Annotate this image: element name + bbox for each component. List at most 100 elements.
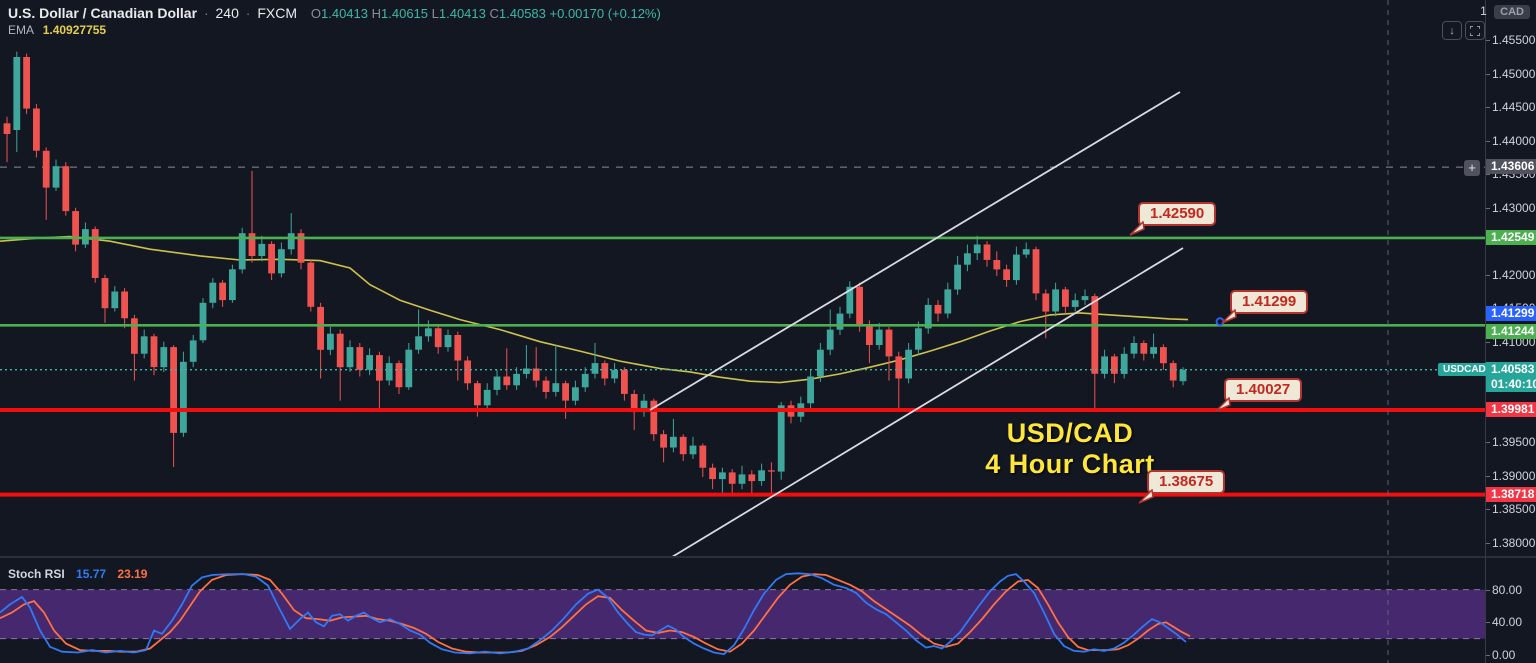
candle <box>964 253 971 265</box>
candle <box>52 166 60 188</box>
candle <box>562 383 569 401</box>
axis-price-badge[interactable]: 1.39981 <box>1486 401 1536 417</box>
stoch-k-line[interactable] <box>0 572 1187 656</box>
candle <box>689 445 697 455</box>
candle <box>307 262 315 307</box>
candle <box>346 347 354 368</box>
candle <box>434 328 442 348</box>
price-callout-1.42590[interactable]: 1.42590 <box>1129 202 1217 236</box>
unit-currency-badge[interactable]: CAD <box>1494 5 1530 19</box>
callout-tail <box>1129 221 1145 236</box>
add-alert-plus-button[interactable]: + <box>1464 160 1480 176</box>
candle <box>1003 269 1010 280</box>
chart-toolbar: ↓ <box>1442 21 1485 40</box>
candle <box>817 349 824 377</box>
download-button[interactable]: ↓ <box>1442 21 1462 40</box>
axis-tick-label: 1.44000 <box>1492 133 1536 148</box>
close-key: C <box>489 6 499 21</box>
axis-tick-mark <box>1486 655 1490 656</box>
candle <box>807 376 814 404</box>
candle <box>121 291 128 319</box>
candle <box>738 474 746 484</box>
axis-price-badge[interactable]: 1.40583 <box>1486 361 1536 377</box>
axis-price-badge[interactable]: 1.41244 <box>1486 324 1536 340</box>
candle <box>973 244 981 254</box>
candle <box>3 123 11 134</box>
candle <box>1071 300 1079 307</box>
fullscreen-button[interactable] <box>1465 21 1485 40</box>
low-key: L <box>431 6 439 21</box>
candle <box>1101 356 1108 374</box>
axis-tick-label: 1.39000 <box>1492 468 1536 483</box>
ema-line[interactable] <box>0 235 1189 384</box>
candle <box>758 470 765 481</box>
ema-legend[interactable]: EMA 1.40927755 <box>8 23 106 37</box>
axis-tick-label: 1.42000 <box>1492 267 1536 282</box>
axis-tick-mark <box>1486 40 1490 42</box>
axis-price-badge[interactable]: 1.42549 <box>1486 229 1536 245</box>
annotation-line1: USD/CAD <box>1006 418 1134 448</box>
axis-tick-mark <box>1486 542 1490 544</box>
candle <box>944 289 952 314</box>
candle <box>229 269 236 301</box>
axis-price-badge[interactable]: 1.43606 <box>1486 159 1536 175</box>
open-value: 1.40413 <box>321 6 368 21</box>
axis-tick-mark <box>1486 509 1490 511</box>
price-callout-1.38675[interactable]: 1.38675 <box>1138 470 1226 504</box>
interval-label[interactable]: 240 <box>215 5 239 21</box>
candle <box>101 278 109 309</box>
candle <box>1130 343 1138 354</box>
candle <box>131 318 138 354</box>
axis-tick-label: 1.38500 <box>1492 502 1536 517</box>
stoch-k-value: 15.77 <box>76 567 107 581</box>
candle <box>513 373 520 386</box>
symbol-name[interactable]: U.S. Dollar / Canadian Dollar <box>8 5 198 21</box>
ema-value: 1.40927755 <box>42 23 107 37</box>
candle <box>62 166 70 212</box>
price-callout-1.40027[interactable]: 1.40027 <box>1215 378 1303 412</box>
change-value: +0.00170 (+0.12%) <box>549 6 661 21</box>
candle <box>278 249 285 274</box>
candlesticks[interactable] <box>3 51 1187 495</box>
axis-tick-mark <box>1486 140 1490 142</box>
candle <box>670 436 677 448</box>
candle <box>660 434 667 448</box>
candle <box>209 282 217 303</box>
candle <box>630 394 638 413</box>
symbol-legend[interactable]: U.S. Dollar / Canadian Dollar · 240 · FX… <box>8 5 661 21</box>
candle <box>42 150 50 188</box>
separator-dot: · <box>245 5 251 21</box>
unit-quantity: 1 <box>1480 4 1487 18</box>
symbol-price-tag[interactable]: USDCAD <box>1438 362 1491 376</box>
candle <box>836 313 844 330</box>
candle <box>72 211 79 245</box>
candle <box>915 328 922 350</box>
candle <box>895 356 903 379</box>
callout-text: 1.38675 <box>1159 473 1214 490</box>
axis-tick-mark <box>1486 207 1490 209</box>
axis-tick-label: 80.00 <box>1492 582 1523 597</box>
candle <box>415 336 422 350</box>
axis-tick-label: 1.44500 <box>1492 100 1536 115</box>
axis-price-badge[interactable]: 1.38718 <box>1486 486 1536 502</box>
separator-dot: · <box>203 5 209 21</box>
axis-tick-label: 1.45000 <box>1492 66 1536 81</box>
trend-channel-line[interactable] <box>649 91 1181 411</box>
axis-price-badge[interactable]: 1.41299 <box>1486 305 1536 321</box>
chart-annotation-text[interactable]: USD/CAD 4 Hour Chart <box>940 418 1200 480</box>
axis-tick-mark <box>1486 341 1490 343</box>
exchange-label[interactable]: FXCM <box>257 5 297 21</box>
candle <box>993 260 1001 270</box>
price-callout-1.41299[interactable]: 1.41299 <box>1221 290 1309 324</box>
axis-price-badge[interactable]: 01:40:10 <box>1486 376 1536 392</box>
stoch-rsi-legend[interactable]: Stoch RSI 15.77 23.19 <box>8 567 147 581</box>
candle <box>934 304 942 314</box>
candle <box>591 363 599 374</box>
annotation-line2: 4 Hour Chart <box>985 449 1155 479</box>
axis-tick-label: 40.00 <box>1492 615 1523 630</box>
stoch-d-line[interactable] <box>0 573 1191 654</box>
axis-tick-label: 1.39500 <box>1492 435 1536 450</box>
trend-channel-line[interactable] <box>671 247 1184 558</box>
candle <box>1120 353 1128 374</box>
